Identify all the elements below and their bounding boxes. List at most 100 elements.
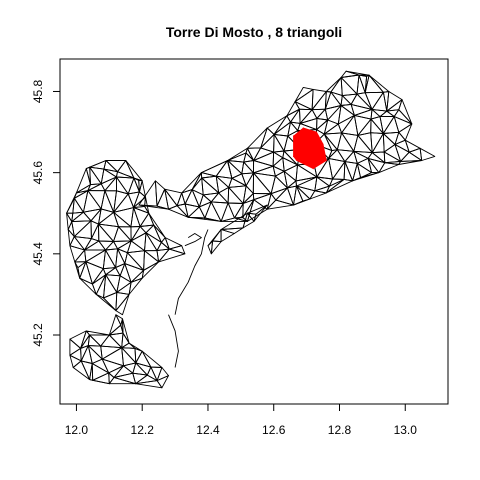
mesh-triangle-0 [357, 75, 365, 94]
mesh-triangle-0 [228, 161, 242, 179]
mesh-triangle-0 [287, 102, 300, 116]
mesh-triangle-1 [88, 191, 105, 209]
chart-title: Torre Di Mosto , 8 triangoli [166, 24, 342, 40]
mesh-triangle-2 [109, 333, 123, 348]
mesh-triangle-2 [123, 319, 130, 343]
mesh-triangle-0 [254, 152, 274, 166]
mesh-triangle-2 [92, 359, 109, 373]
y-tick-label: 45.6 [31, 161, 45, 185]
x-tick-label: 12.8 [328, 423, 352, 437]
x-tick-label: 12.2 [131, 423, 155, 437]
mesh-triangle-0 [185, 204, 199, 217]
mesh-triangle-1 [131, 208, 140, 227]
mesh-triangle-1 [114, 212, 131, 227]
mesh-triangle-1 [80, 278, 97, 294]
mesh-triangle-2 [88, 346, 102, 364]
mesh-triangle-0 [177, 193, 185, 206]
mesh-triangle-0 [254, 148, 274, 161]
mesh-triangle-3 [221, 228, 243, 234]
mesh-triangle-0 [383, 134, 395, 153]
mesh-triangle-0 [387, 100, 402, 112]
x-axis: 12.0 12.2 12.4 12.6 12.8 13.0 [65, 404, 417, 437]
y-tick-label: 45.4 [31, 242, 45, 266]
x-tick-label: 12.6 [262, 423, 286, 437]
mesh-triangle-3 [208, 241, 213, 254]
mesh-triangle-1 [114, 227, 132, 242]
mesh-triangle-0 [342, 133, 358, 151]
mesh-triangle-0 [399, 124, 412, 140]
mesh-triangle-1 [129, 278, 142, 294]
mesh-triangle-2 [109, 315, 121, 335]
mesh-triangle-0 [295, 102, 312, 110]
mesh-triangle-1 [128, 192, 139, 208]
mesh-triangle-0 [287, 181, 296, 188]
mesh-triangle-1 [92, 269, 105, 284]
mesh-triangle-1 [75, 250, 86, 262]
mesh-triangle-0 [235, 204, 244, 219]
mesh-triangle-0 [372, 134, 384, 153]
mesh-triangle-0 [341, 78, 357, 96]
mesh-triangle-0 [337, 133, 354, 151]
mesh-triangle-0 [274, 151, 284, 158]
mesh-triangle-0 [242, 162, 254, 174]
mesh-triangle-0 [199, 202, 211, 218]
mesh-triangle-0 [273, 158, 284, 172]
mesh-triangle-2 [93, 373, 110, 384]
mesh-triangle-2 [92, 364, 109, 381]
mesh-triangle-2 [157, 376, 168, 388]
mesh-triangle-0 [341, 96, 351, 106]
mesh-triangle-1 [131, 233, 146, 251]
mesh-triangle-0 [371, 119, 384, 133]
lido-line [169, 315, 179, 368]
mesh-triangle-1 [103, 250, 115, 269]
mesh-triangle-2 [102, 348, 123, 366]
lido-line [175, 230, 208, 315]
mesh-triangle-1 [70, 237, 85, 250]
mesh-triangle-0 [371, 133, 384, 153]
mesh-triangle-2 [109, 373, 114, 384]
mesh-triangle-1 [104, 275, 117, 298]
mesh-triangle-0 [365, 92, 383, 109]
mesh-triangle-1 [118, 161, 134, 179]
mesh-triangle-0 [354, 115, 371, 135]
mesh-triangle-0 [267, 194, 276, 210]
mesh-triangle-0 [192, 190, 203, 207]
mesh-triangle-3 [213, 230, 222, 242]
lido-line [185, 234, 202, 246]
x-tick-label: 12.4 [196, 423, 220, 437]
mesh-triangle-1 [116, 249, 125, 268]
mesh-triangle-0 [199, 195, 211, 207]
mesh-triangle-1 [140, 213, 154, 226]
mesh-triangle-0 [361, 173, 379, 178]
mesh-triangle-0 [326, 78, 341, 93]
mesh-triangle-0 [276, 188, 294, 205]
y-axis: 45.2 45.4 45.6 45.8 [31, 79, 60, 346]
mesh-triangle-0 [274, 134, 284, 152]
mesh-triangle-0 [202, 178, 219, 195]
mesh-triangle-1 [159, 249, 185, 262]
mesh-triangle-2 [73, 361, 89, 380]
mesh-triangle-0 [261, 134, 274, 152]
mesh-triangle-0 [271, 188, 287, 200]
mesh-triangle-0 [420, 148, 435, 160]
x-tick-label: 12.0 [65, 423, 89, 437]
mesh-triangle-0 [324, 124, 341, 134]
mesh-triangle-1 [157, 249, 169, 262]
mesh-triangle-0 [401, 152, 422, 161]
mesh-triangle-2 [101, 346, 122, 359]
mesh-triangle-0 [253, 173, 271, 194]
mesh-triangle-1 [74, 221, 91, 239]
mesh-triangle-0 [283, 158, 298, 172]
mesh-triangle-2 [86, 331, 109, 335]
mesh-triangle-0 [341, 75, 359, 94]
mesh-triangle-0 [211, 193, 228, 203]
mesh-triangle-1 [73, 198, 84, 213]
mesh-triangle-2 [81, 361, 92, 380]
mesh-triangle-0 [317, 120, 328, 134]
mesh-triangle-2 [147, 367, 157, 381]
y-tick-label: 45.2 [31, 323, 45, 347]
mesh-triangle-0 [155, 181, 164, 206]
mesh-triangle-1 [91, 221, 99, 239]
mesh-triangle-1 [131, 270, 144, 282]
